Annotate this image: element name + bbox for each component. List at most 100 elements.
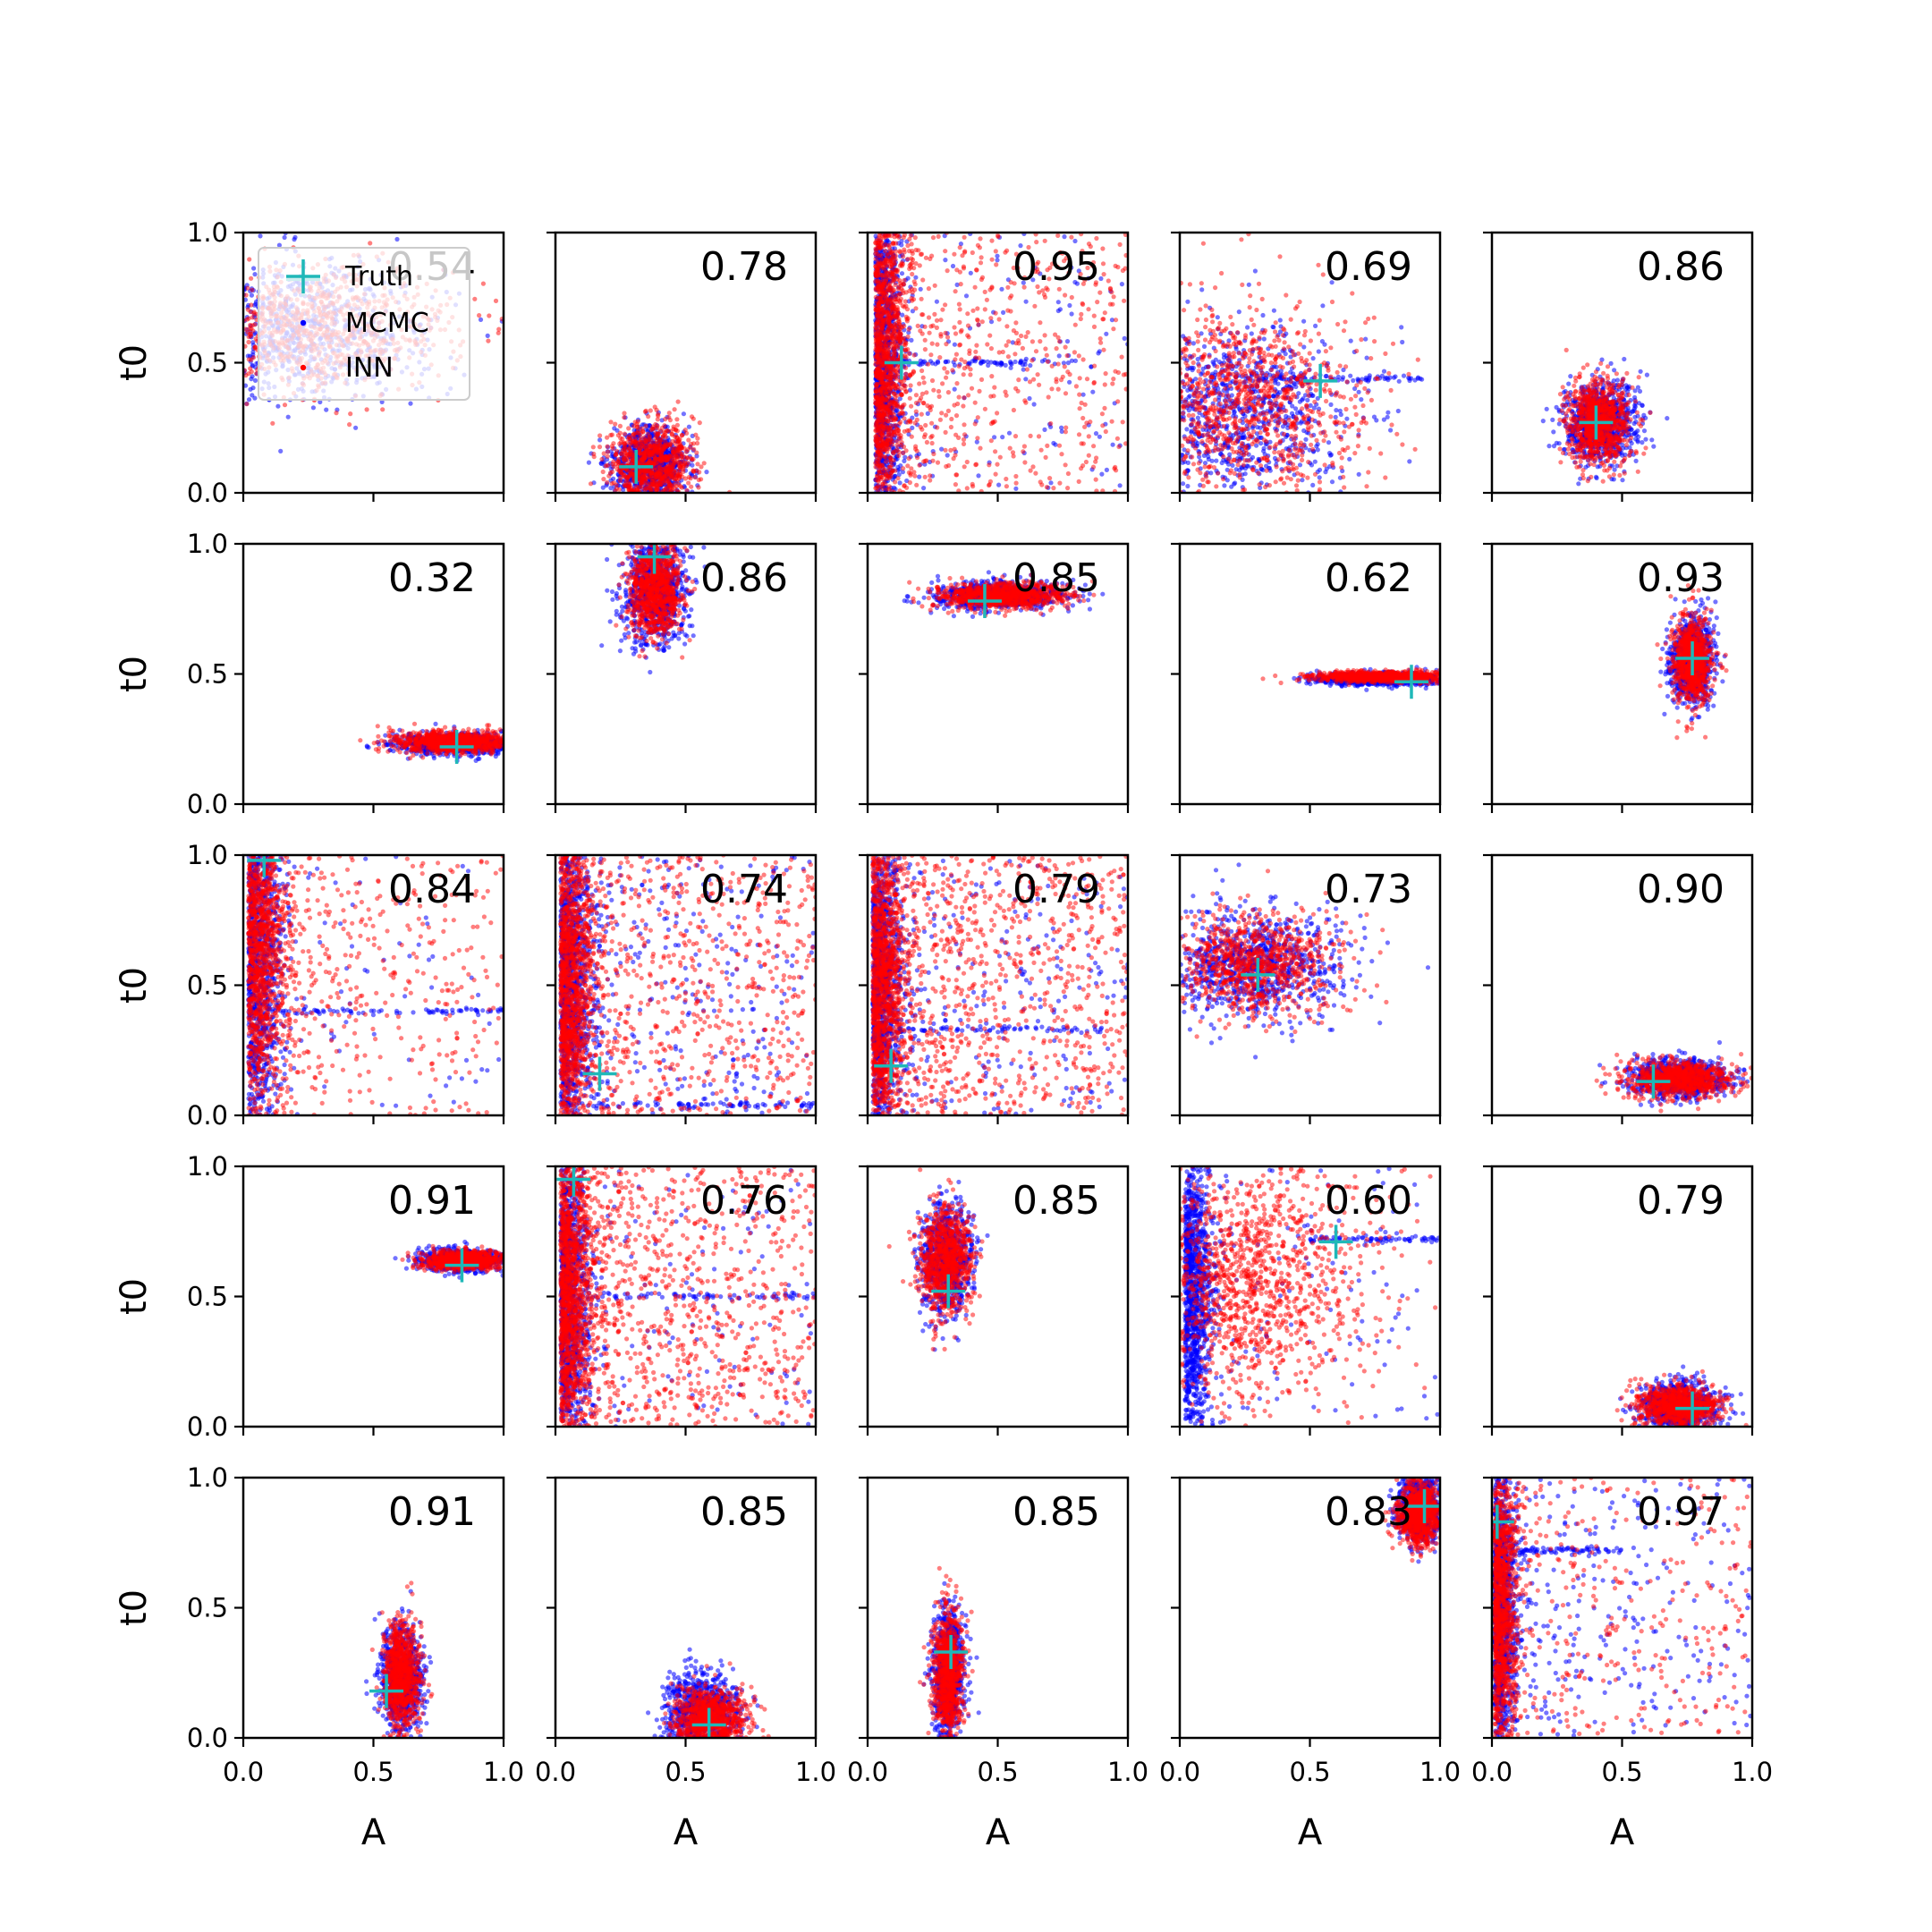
inn-point [616, 487, 623, 492]
inn-point [599, 456, 605, 462]
inn-point [347, 422, 352, 428]
inn-point [620, 436, 625, 442]
mcmc-point [918, 358, 923, 363]
inn-point [606, 449, 611, 454]
mcmc-point [1021, 280, 1026, 285]
mcmc-point [917, 474, 922, 479]
mcmc-point [251, 266, 257, 271]
inn-point [683, 463, 690, 469]
inn-point [655, 445, 660, 451]
inn-point [655, 483, 660, 488]
inn-point [881, 266, 887, 271]
mcmc-point [896, 472, 902, 478]
truth-marker [619, 449, 654, 484]
mcmc-point [1056, 353, 1062, 359]
legend-truth-label: Truth [344, 261, 413, 292]
mcmc-point [252, 395, 258, 401]
inn-point [631, 423, 637, 428]
inn-point [250, 287, 255, 292]
inn-point [486, 338, 491, 343]
mcmc-point [907, 387, 913, 393]
mcmc-point [909, 337, 914, 343]
mcmc-point [910, 309, 916, 314]
inn-point [699, 477, 704, 482]
mcmc-point [600, 485, 606, 490]
inn-point [487, 313, 492, 318]
inn-point [588, 481, 594, 487]
inn-point [885, 252, 890, 258]
inn-point [645, 439, 651, 445]
mcmc-point [1000, 435, 1005, 440]
inn-point [252, 322, 258, 327]
inn-point [655, 436, 661, 441]
mcmc-point [690, 462, 695, 468]
inn-point [246, 334, 251, 340]
mcmc-point [918, 362, 923, 368]
inn-point [249, 369, 254, 375]
inn-point [640, 486, 646, 491]
inn-point [674, 435, 681, 441]
mcmc-point [1051, 440, 1056, 446]
mcmc-point [1104, 467, 1109, 473]
inn-point [674, 417, 680, 422]
inn-point [901, 466, 906, 471]
inn-point [684, 430, 690, 436]
inn-point [250, 328, 256, 334]
inn-point [652, 455, 658, 461]
mcmc-point [608, 486, 614, 491]
mcmc-point [970, 359, 975, 364]
mcmc-point [597, 437, 603, 443]
inn-point [661, 429, 666, 435]
inn-point [675, 399, 681, 404]
inn-point [665, 458, 670, 463]
mcmc-point [902, 454, 908, 460]
inn-point [889, 341, 894, 347]
inn-point [670, 456, 675, 462]
mcmc-point [943, 258, 948, 263]
mcmc-point [408, 401, 413, 406]
inn-point [674, 484, 679, 489]
inn-point [644, 485, 650, 491]
mcmc-point [394, 236, 400, 242]
mcmc-point [992, 435, 997, 440]
scatter-points [873, 233, 1128, 493]
inn-point [617, 423, 623, 428]
mcmc-point [1080, 392, 1086, 397]
inn-point [270, 420, 275, 426]
mcmc-point [275, 403, 281, 409]
inn-point [693, 432, 699, 437]
inn-point [663, 417, 668, 422]
inn-point [893, 479, 898, 485]
inn-point [624, 476, 630, 481]
inn-point [691, 446, 697, 452]
mcmc-point [1067, 379, 1072, 385]
inn-point [883, 249, 888, 254]
mcmc-point [1042, 427, 1047, 432]
inn-point [880, 481, 886, 487]
inn-point [656, 450, 662, 455]
mcmc-point [925, 411, 930, 416]
mcmc-point [952, 386, 957, 392]
mcmc-point [1020, 362, 1026, 368]
inn-point [630, 455, 635, 462]
inn-point [364, 407, 369, 412]
legend-inn-marker [300, 364, 307, 371]
inn-point [688, 445, 693, 450]
inn-point [657, 439, 663, 445]
inn-point [632, 419, 638, 425]
mcmc-point [900, 470, 906, 475]
mcmc-point [1057, 307, 1063, 312]
mcmc-point [353, 425, 359, 430]
mcmc-point [318, 399, 323, 405]
mcmc-point [896, 467, 902, 472]
inn-point [605, 444, 610, 449]
mcmc-point [999, 360, 1004, 366]
mcmc-point [1069, 311, 1074, 317]
mcmc-point [963, 293, 970, 299]
inn-point [597, 445, 603, 450]
inn-point [609, 432, 615, 437]
inn-point [635, 424, 640, 429]
inn-point [686, 480, 691, 486]
